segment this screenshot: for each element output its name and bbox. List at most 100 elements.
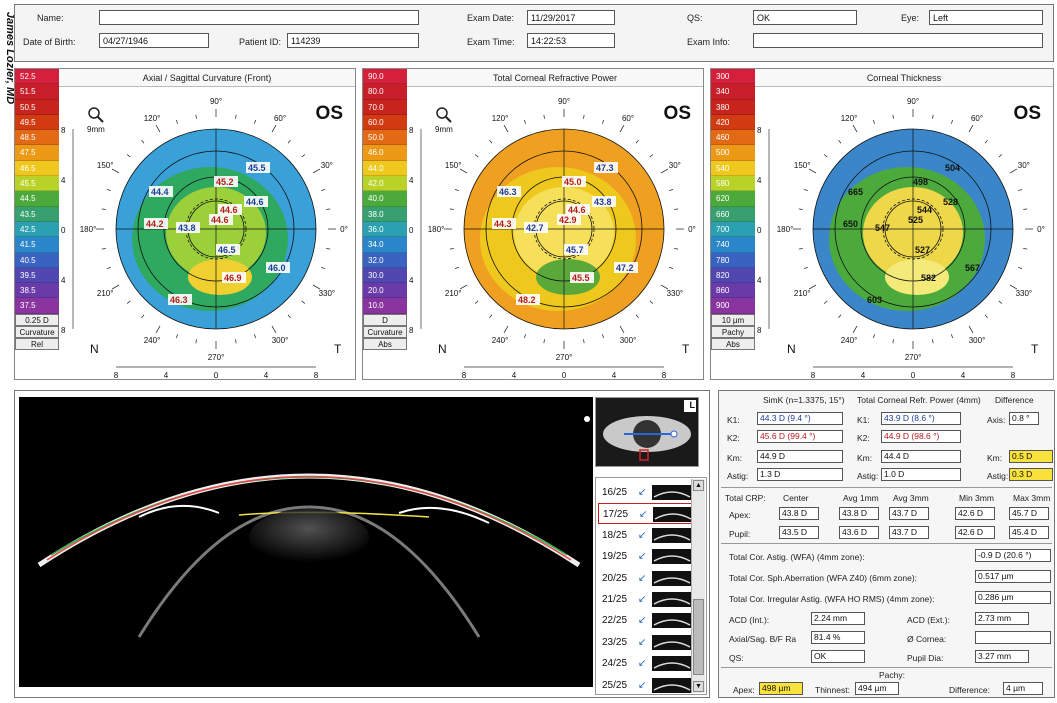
- simk-header: SimK (n=1.3375, 15°): [763, 395, 845, 405]
- pachy-diff-label: Difference:: [949, 685, 990, 695]
- map-value-label: 45.7: [566, 245, 584, 255]
- scale-step: 860: [711, 283, 755, 299]
- angle-label: 120°: [144, 114, 161, 123]
- acd-int-value: 2.24 mm: [811, 612, 865, 625]
- crp-apex-value: 42.6 D: [955, 507, 995, 520]
- scale-step: 32.0: [363, 252, 407, 268]
- angle-label: 330°: [1016, 289, 1033, 298]
- frame-number: 16/25: [602, 487, 628, 498]
- scale-footer[interactable]: D: [363, 313, 407, 326]
- scan-frame-item[interactable]: 18/25 ↙: [598, 525, 692, 546]
- scan-frame-item[interactable]: 23/25 ↙: [598, 632, 692, 653]
- eye-os-label: OS: [663, 103, 691, 124]
- topography-map[interactable]: 90° 60° 30° 0° 330° 300° 270° 240° 210° 180° 150° 1…: [755, 87, 1055, 381]
- scan-frame-item[interactable]: 21/25 ↙: [598, 589, 692, 610]
- map-value-label: 46.3: [499, 187, 517, 197]
- frame-arrow-icon: ↙: [638, 572, 647, 584]
- scale-step: 700: [711, 221, 755, 238]
- map-value-label: 43.8: [178, 223, 196, 233]
- angle-label: 0°: [688, 225, 696, 234]
- angle-label: 180°: [428, 225, 445, 234]
- map-value-label: 42.9: [559, 215, 577, 225]
- irr-astig-value: 0.286 µm: [975, 591, 1051, 604]
- frame-thumbnail: [652, 656, 692, 672]
- name-field[interactable]: [99, 10, 419, 25]
- y-tick-label: 4: [61, 276, 66, 285]
- exam-date-field[interactable]: 11/29/2017: [527, 10, 615, 25]
- eye-field[interactable]: Left: [929, 10, 1043, 25]
- qs-field[interactable]: OK: [753, 10, 857, 25]
- scale-step: 90.0: [363, 69, 407, 85]
- exam-time-field[interactable]: 14:22:53: [527, 33, 615, 48]
- difference-header: Difference: [995, 395, 1034, 405]
- scale-step: 37.5: [15, 298, 59, 314]
- frame-arrow-icon: ↙: [638, 636, 647, 648]
- scale-step: 70.0: [363, 99, 407, 115]
- angle-label: 180°: [777, 225, 794, 234]
- exam-info-field[interactable]: [753, 33, 1043, 48]
- scale-step: 20.0: [363, 283, 407, 299]
- crp-apex-value: 43.8 D: [839, 507, 879, 520]
- crp-pupil-value: 43.7 D: [889, 526, 929, 539]
- scan-frame-item[interactable]: 20/25 ↙: [598, 568, 692, 589]
- angle-label: 330°: [667, 289, 684, 298]
- y-tick-label: 8: [409, 126, 414, 135]
- scan-frame-item[interactable]: 19/25 ↙: [598, 546, 692, 567]
- map-value-label: 44.6: [220, 205, 238, 215]
- magnifier-icon[interactable]: 9mm: [435, 107, 453, 134]
- scale-step: 60.0: [363, 114, 407, 131]
- scale-step: 47.5: [15, 145, 59, 161]
- scale-footer: Abs: [363, 337, 407, 350]
- pachy-apex-label: Apex:: [733, 685, 755, 695]
- scan-frame-item[interactable]: 24/25 ↙: [598, 653, 692, 674]
- map-value-label: 582: [921, 273, 936, 283]
- scale-footer[interactable]: 10 µm: [711, 313, 755, 326]
- pachy-diff-value: 4 µm: [1003, 682, 1043, 695]
- x-tick-label: 8: [314, 371, 319, 380]
- patient-id-field[interactable]: 114239: [287, 33, 419, 48]
- scale-footer[interactable]: 0.25 D: [15, 313, 59, 326]
- scale-footer: Pachy: [711, 325, 755, 338]
- scroll-up-arrow-icon[interactable]: ▲: [693, 480, 704, 491]
- qs-label: QS:: [687, 13, 703, 23]
- scroll-down-arrow-icon[interactable]: ▼: [693, 681, 704, 692]
- magnifier-icon[interactable]: 9mm: [87, 107, 105, 134]
- eye-thumbnail[interactable]: L: [595, 397, 699, 467]
- k1-tcrp-value: 43.9 D (8.6 °): [881, 412, 961, 425]
- astig-diff-label: Astig:: [987, 471, 1009, 481]
- topography-map[interactable]: 90° 60° 30° 0° 330° 300° 270° 240° 210° 180° 150° 1…: [59, 87, 357, 381]
- scale-step: 51.5: [15, 84, 59, 100]
- angle-label: 300°: [272, 336, 289, 345]
- map-value-label: 46.3: [170, 295, 188, 305]
- x-tick-label: 4: [264, 371, 269, 380]
- panel-title: Total Corneal Refractive Power: [492, 73, 618, 83]
- topography-map[interactable]: 90° 60° 30° 0° 330° 300° 270° 240° 210° 180° 150° 1…: [407, 87, 705, 381]
- scan-frame-item[interactable]: 17/25 ↙: [598, 503, 693, 525]
- scan-frame-item[interactable]: 22/25 ↙: [598, 610, 692, 631]
- scale-step: 42.0: [363, 176, 407, 192]
- angle-label: 330°: [319, 289, 336, 298]
- scroll-thumb[interactable]: [693, 599, 704, 675]
- scan-frame-item[interactable]: 25/25 ↙: [598, 675, 692, 696]
- crp-pupil-label: Pupil:: [729, 529, 751, 539]
- scale-step: 30.0: [363, 267, 407, 284]
- angle-label: 30°: [669, 161, 681, 170]
- tca-label: Total Cor. Astig. (WFA) (4mm zone):: [729, 552, 865, 562]
- scale-step: 34.0: [363, 237, 407, 253]
- frame-list-scrollbar[interactable]: ▲ ▼: [691, 479, 705, 693]
- dob-field[interactable]: 04/27/1946: [99, 33, 209, 48]
- y-tick-label: 8: [61, 126, 66, 135]
- scheimpflug-image[interactable]: [19, 397, 593, 687]
- frame-arrow-icon: ↙: [638, 615, 647, 627]
- x-tick-label: 4: [164, 371, 169, 380]
- name-label: Name:: [37, 13, 64, 23]
- temporal-label: T: [682, 342, 690, 356]
- map-value-label: 43.8: [594, 197, 612, 207]
- eye-os-label: OS: [315, 103, 343, 124]
- map-panel-3: 300 340 380 420 460 500 540 580 620 660 700 740 780 8…: [710, 68, 1054, 380]
- scale-step: 380: [711, 99, 755, 115]
- scale-footer: Curvature: [15, 325, 59, 338]
- scale-step: 900: [711, 298, 755, 314]
- pachy-header: Pachy:: [879, 670, 905, 680]
- scan-frame-item[interactable]: 16/25 ↙: [598, 482, 692, 503]
